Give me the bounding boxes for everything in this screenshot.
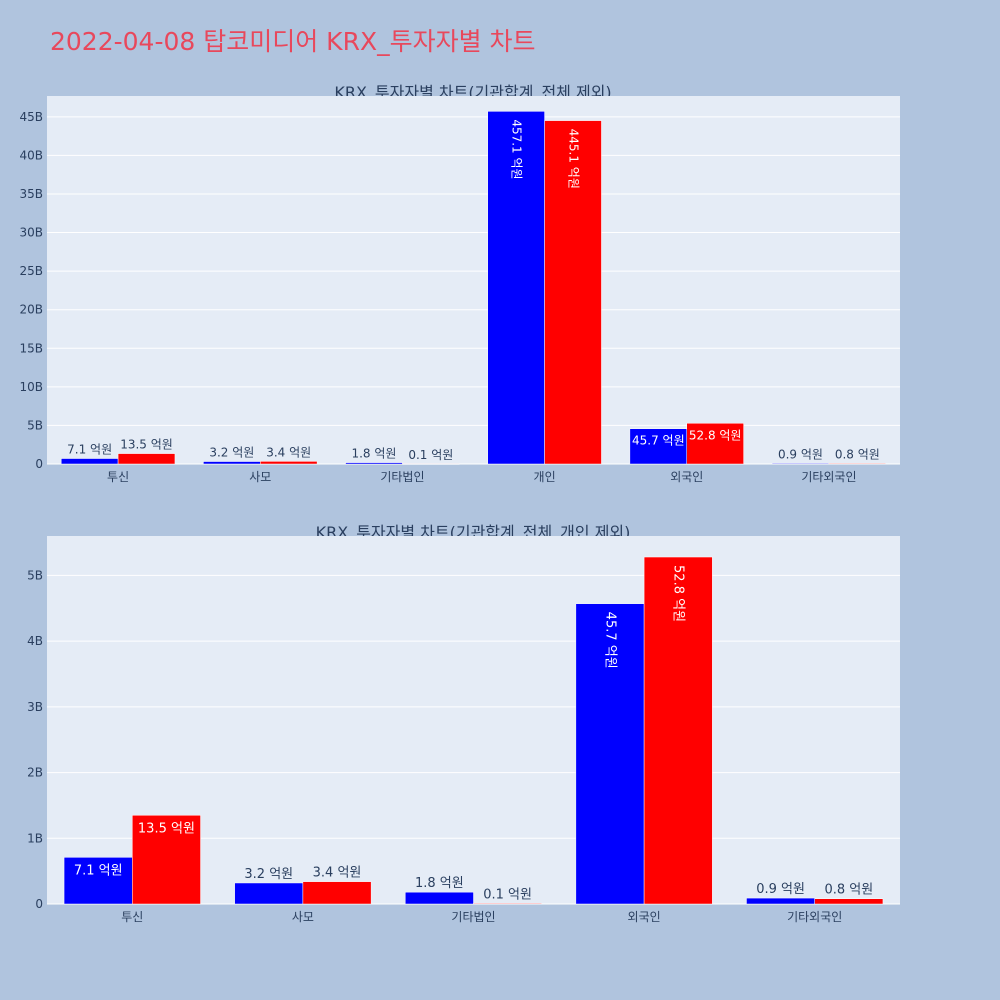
plot-area (47, 96, 900, 464)
data-label: 7.1 억원 (74, 863, 123, 878)
data-label: 52.8 억원 (671, 565, 686, 622)
data-label: 1.8 억원 (351, 447, 396, 461)
y-tick-label: 25B (19, 264, 43, 278)
data-label: 3.4 억원 (266, 445, 311, 459)
data-label: 52.8 억원 (689, 428, 742, 442)
bar (345, 462, 403, 465)
x-tick-label: 투신 (107, 470, 129, 484)
data-label: 1.8 억원 (415, 876, 464, 891)
y-tick-label: 10B (19, 380, 43, 394)
data-label: 0.1 억원 (483, 887, 532, 902)
x-tick-label: 외국인 (670, 470, 703, 484)
y-tick-label: 1B (27, 831, 43, 845)
data-label: 0.1 억원 (408, 448, 453, 462)
data-label: 45.7 억원 (632, 434, 685, 448)
data-label: 7.1 억원 (67, 443, 112, 457)
x-tick-label: 기타외국인 (801, 470, 856, 484)
y-tick-label: 3B (27, 700, 43, 714)
x-tick-label: 사모 (249, 470, 271, 484)
bar (203, 461, 261, 465)
data-label: 0.9 억원 (778, 447, 823, 461)
bar (814, 898, 884, 905)
y-tick-label: 30B (19, 226, 43, 240)
bar (402, 463, 460, 465)
page-title: 2022-04-08 탑코미디어 KRX_투자자별 차트 (50, 27, 536, 56)
x-tick-label: 외국인 (628, 910, 661, 924)
plot-area (47, 536, 900, 904)
y-tick-label: 5B (27, 568, 43, 582)
bar (487, 111, 545, 465)
bar (117, 453, 176, 465)
y-tick-label: 4B (27, 634, 43, 648)
x-tick-label: 기타법인 (451, 910, 495, 924)
data-label: 457.1 억원 (510, 119, 524, 179)
y-tick-label: 40B (19, 148, 43, 162)
x-tick-label: 투신 (121, 910, 143, 924)
bar (234, 882, 304, 905)
bar (473, 903, 542, 905)
bar (828, 463, 887, 465)
data-label: 3.2 억원 (209, 446, 254, 460)
data-label: 0.8 억원 (835, 447, 880, 461)
data-label: 0.9 억원 (756, 882, 805, 897)
bar (771, 463, 830, 465)
x-tick-label: 사모 (292, 910, 314, 924)
data-label: 13.5 억원 (138, 821, 195, 836)
data-label: 0.8 억원 (824, 883, 873, 898)
data-label: 445.1 억원 (567, 129, 581, 189)
bar (63, 857, 133, 905)
y-tick-label: 5B (27, 418, 43, 432)
bar (746, 897, 815, 905)
bar (405, 891, 474, 905)
data-label: 3.4 억원 (313, 866, 362, 881)
bar (302, 881, 372, 905)
bar (686, 423, 744, 465)
bar (132, 815, 201, 905)
y-tick-label: 2B (27, 766, 43, 780)
data-label: 45.7 억원 (602, 612, 617, 669)
data-label: 3.2 억원 (244, 867, 293, 882)
x-tick-label: 개인 (534, 470, 556, 484)
bar (544, 120, 602, 465)
y-tick-label: 20B (19, 303, 43, 317)
y-tick-label: 0 (35, 897, 43, 911)
x-tick-label: 기타법인 (380, 470, 424, 484)
bar (643, 556, 713, 905)
bar (60, 458, 119, 465)
chart-1-title: KRX_투자자별 차트(기관합계_전체 제외) (334, 83, 612, 102)
data-label: 13.5 억원 (120, 438, 173, 452)
x-tick-label: 기타외국인 (787, 910, 842, 924)
y-tick-label: 35B (19, 187, 43, 201)
bar (575, 603, 645, 905)
y-tick-label: 45B (19, 110, 43, 124)
y-tick-label: 15B (19, 341, 43, 355)
bar (629, 428, 688, 465)
bar (260, 461, 318, 465)
y-tick-label: 0 (35, 457, 43, 471)
chart-2-title: KRX_투자자별 차트(기관합계_전체_개인 제외) (315, 523, 631, 542)
